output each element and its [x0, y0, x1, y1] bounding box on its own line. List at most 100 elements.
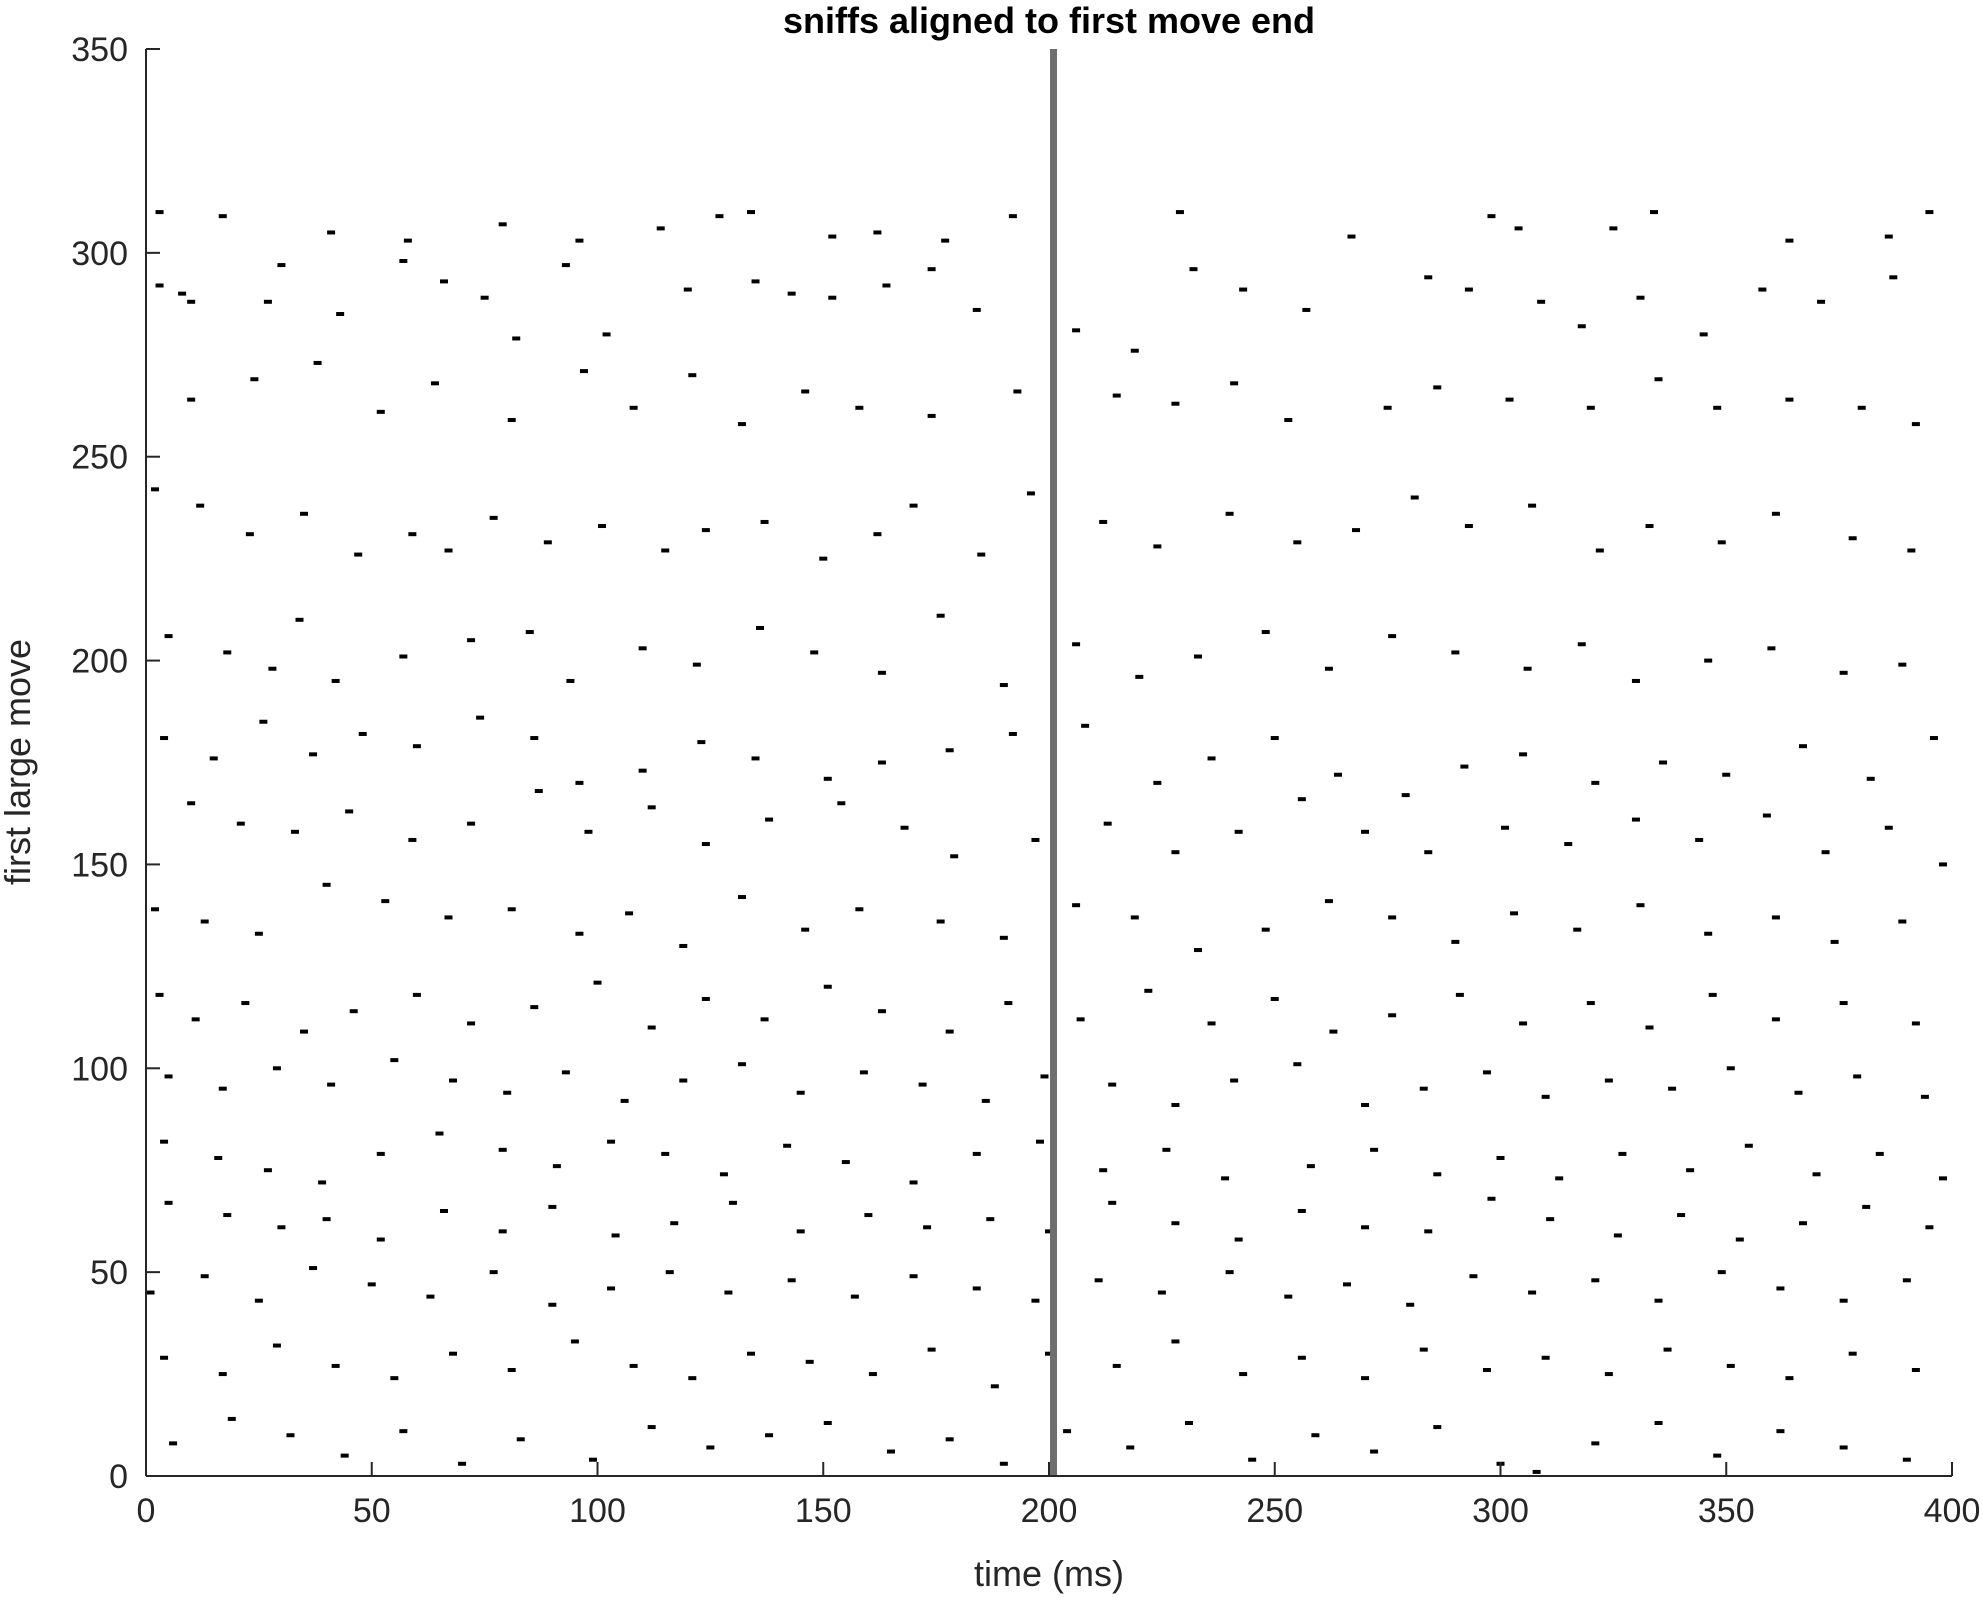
sniff-mark-0-144: [160, 736, 169, 741]
sniff-mark-0-143: [1898, 662, 1907, 667]
sniff-mark-0-226: [1573, 927, 1582, 932]
sniff-mark-0-269: [561, 1070, 570, 1075]
sniff-mark-0-56: [250, 377, 259, 382]
sniff-mark-0-386: [390, 1376, 399, 1381]
sniff-mark-0-379: [1776, 1286, 1785, 1291]
sniff-mark-0-11: [941, 238, 950, 243]
sniff-mark-0-166: [1460, 764, 1469, 769]
sniff-mark-0-31: [512, 336, 521, 341]
sniff-mark-0-174: [187, 801, 196, 806]
x-tick-label-4: 200: [1021, 1492, 1078, 1530]
sniff-mark-0-437: [1654, 1420, 1663, 1425]
sniff-mark-0-293: [214, 1155, 223, 1160]
sniff-mark-0-88: [444, 548, 453, 553]
sniff-mark-0-294: [263, 1168, 272, 1173]
sniff-mark-0-241: [647, 1025, 656, 1030]
sniff-mark-0-65: [801, 389, 810, 394]
sniff-mark-0-12: [1008, 214, 1017, 219]
sniff-mark-0-81: [1911, 422, 1920, 427]
sniff-mark-0-45: [1302, 307, 1311, 312]
sniff-mark-0-176: [290, 829, 299, 834]
sniff-mark-0-188: [1031, 837, 1040, 842]
sniff-mark-0-37: [828, 295, 837, 300]
sniff-mark-0-52: [1758, 287, 1767, 292]
sniff-mark-0-186: [900, 825, 909, 830]
sniff-mark-0-350: [1862, 1204, 1871, 1209]
sniff-mark-0-72: [1284, 418, 1293, 423]
sniff-mark-0-61: [579, 369, 588, 374]
sniff-mark-0-164: [1333, 772, 1342, 777]
sniff-mark-0-223: [1388, 915, 1397, 920]
sniff-mark-0-232: [155, 992, 164, 997]
sniff-mark-0-340: [1234, 1237, 1243, 1242]
sniff-mark-0-116: [268, 666, 277, 671]
sniff-mark-0-355: [309, 1266, 318, 1271]
sniff-mark-0-238: [467, 1021, 476, 1026]
sniff-mark-0-275: [918, 1082, 927, 1087]
sniff-mark-0-378: [1717, 1270, 1726, 1275]
sniff-mark-0-329: [548, 1204, 557, 1209]
sniff-mark-0-95: [819, 556, 828, 561]
sniff-mark-0-330: [611, 1233, 620, 1238]
sniff-mark-0-338: [1108, 1200, 1117, 1205]
sniff-mark-0-150: [476, 715, 485, 720]
sniff-mark-0-136: [1451, 650, 1460, 655]
sniff-mark-0-83: [196, 503, 205, 508]
sniff-mark-0-418: [516, 1437, 525, 1442]
sniff-mark-0-298: [498, 1147, 507, 1152]
sniff-mark-0-233: [191, 1017, 200, 1022]
sniff-mark-0-393: [805, 1359, 814, 1364]
sniff-mark-0-35: [751, 279, 760, 284]
sniff-mark-0-423: [823, 1420, 832, 1425]
sniff-mark-0-311: [1306, 1164, 1315, 1169]
sniff-mark-0-370: [1225, 1270, 1234, 1275]
sniff-mark-0-366: [972, 1286, 981, 1291]
sniff-mark-0-403: [1419, 1347, 1428, 1352]
sniff-mark-0-155: [751, 756, 760, 761]
x-tick-label-5: 250: [1246, 1492, 1303, 1530]
sniff-mark-0-289: [1794, 1090, 1803, 1095]
sniff-mark-0-201: [1884, 825, 1893, 830]
sniff-mark-0-107: [1528, 503, 1537, 508]
sniff-mark-0-36: [787, 291, 796, 296]
sniff-mark-0-253: [1388, 1013, 1397, 1018]
sniff-mark-0-295: [318, 1180, 327, 1185]
sniff-mark-0-139: [1631, 678, 1640, 683]
sniff-marks: [146, 210, 1947, 1474]
sniff-mark-0-32: [561, 263, 570, 268]
sniff-mark-0-191: [1234, 829, 1243, 834]
sniff-mark-0-172: [1866, 776, 1875, 781]
sniff-mark-0-79: [1785, 397, 1794, 402]
sniff-mark-0-308: [1099, 1168, 1108, 1173]
sniff-mark-0-202: [1938, 862, 1947, 867]
sniff-mark-0-419: [588, 1457, 597, 1462]
sniff-mark-0-183: [701, 842, 710, 847]
sniff-mark-0-161: [1153, 780, 1162, 785]
sniff-mark-0-55: [187, 397, 196, 402]
sniff-mark-0-75: [1505, 397, 1514, 402]
sniff-mark-0-212: [679, 943, 688, 948]
sniff-mark-0-134: [1324, 666, 1333, 671]
sniff-mark-0-397: [1045, 1351, 1053, 1356]
sniff-mark-0-319: [1812, 1172, 1821, 1177]
sniff-mark-0-121: [525, 630, 534, 635]
sniff-mark-0-13: [1175, 210, 1184, 215]
sniff-mark-0-435: [1532, 1469, 1541, 1474]
sniff-mark-0-349: [1799, 1221, 1808, 1226]
x-tick-label-8: 400: [1924, 1492, 1981, 1530]
sniff-mark-0-271: [679, 1078, 688, 1083]
sniff-mark-0-91: [598, 524, 607, 529]
sniff-mark-0-266: [390, 1058, 399, 1063]
sniff-mark-0-395: [927, 1347, 936, 1352]
sniff-mark-0-369: [1157, 1290, 1166, 1295]
sniff-mark-0-321: [1938, 1176, 1947, 1181]
sniff-mark-0-2: [327, 230, 336, 235]
sniff-mark-0-115: [223, 650, 232, 655]
sniff-mark-0-259: [1771, 1017, 1780, 1022]
sniff-mark-0-140: [1704, 658, 1713, 663]
sniff-mark-0-131: [1135, 674, 1144, 679]
sniff-mark-0-257: [1645, 1025, 1654, 1030]
sniff-mark-0-147: [309, 752, 318, 757]
sniff-mark-0-270: [620, 1098, 629, 1103]
